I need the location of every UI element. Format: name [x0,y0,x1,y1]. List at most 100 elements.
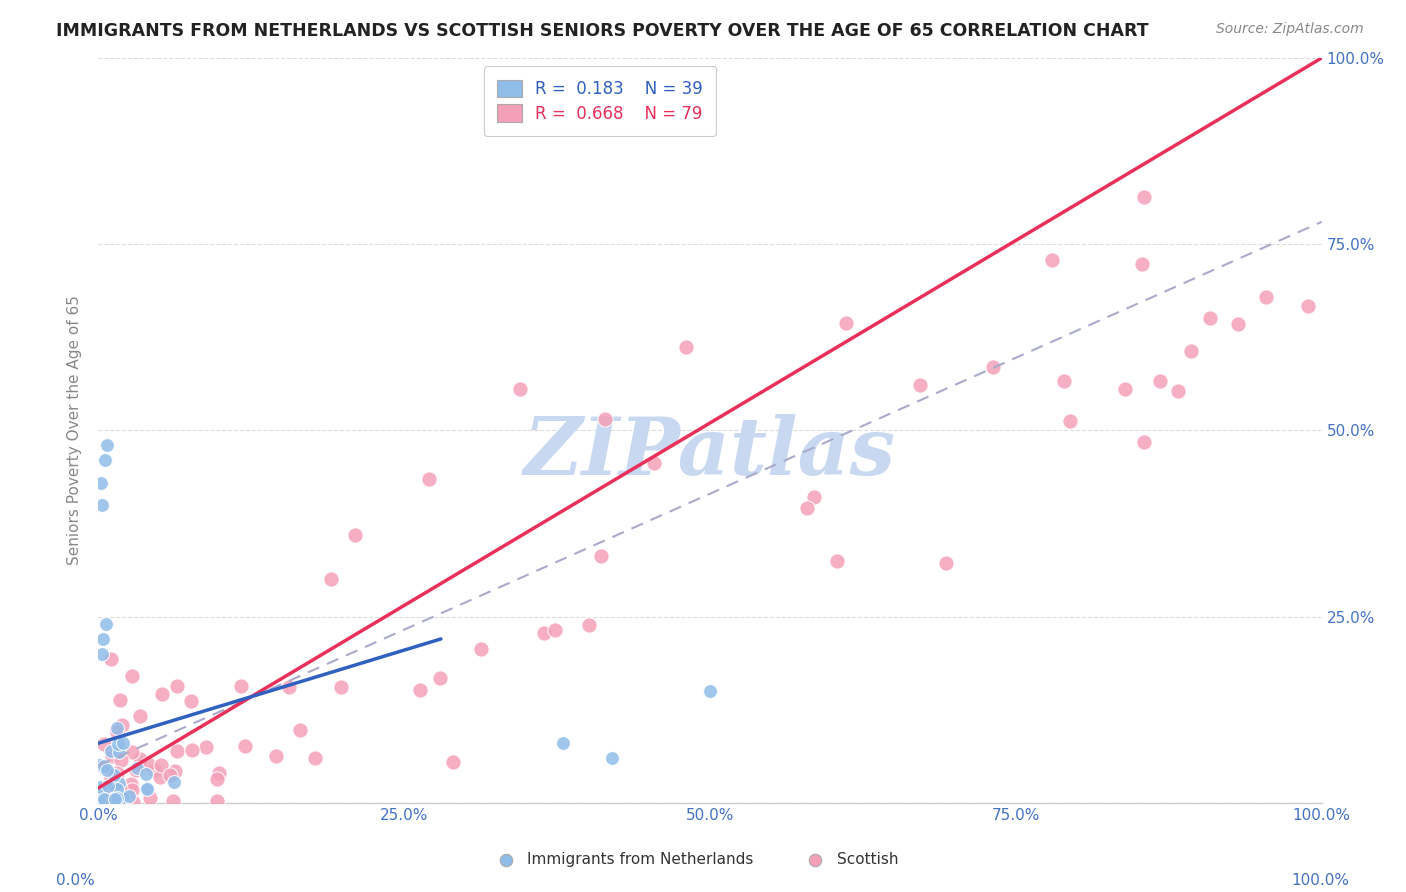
Point [139,791,162,805]
Point [136,781,159,796]
Point [87,757,110,772]
Point [107,746,129,760]
Point [101,748,124,763]
Point [544,623,567,637]
Point [91,498,114,512]
Point [278,680,301,694]
Point [1227,317,1250,331]
Point [90,475,112,490]
Point [105,766,128,780]
Point [429,671,451,685]
Text: IMMIGRANTS FROM NETHERLANDS VS SCOTTISH SENIORS POVERTY OVER THE AGE OF 65 CORRE: IMMIGRANTS FROM NETHERLANDS VS SCOTTISH … [56,22,1149,40]
Point [408,683,430,698]
Point [136,756,159,771]
Point [233,739,256,754]
Point [470,641,492,656]
Point [578,618,600,632]
Point [96,763,118,777]
Text: 100.0%: 100.0% [1292,873,1350,888]
Point [93,791,115,805]
Point [93,758,115,772]
Point [162,774,184,789]
Point [105,721,128,735]
Point [110,717,132,731]
Point [93,737,115,751]
Point [205,772,228,786]
Point [97,779,120,793]
Point [159,768,181,782]
Point [1167,384,1189,399]
Point [104,792,127,806]
Point [165,764,187,778]
Point [105,782,128,797]
Point [136,780,159,795]
Point [121,795,143,809]
Text: Scottish: Scottish [837,853,898,867]
Point [111,790,134,805]
Point [591,549,613,564]
Point [117,789,139,804]
Point [111,786,134,800]
Point [103,779,125,793]
Point [1114,382,1136,396]
Point [143,764,166,778]
Text: Immigrants from Netherlands: Immigrants from Netherlands [527,853,754,867]
Point [181,743,204,757]
Point [935,556,957,570]
Point [90,795,112,809]
Point [180,694,202,708]
Point [93,453,115,467]
Point [699,684,721,698]
Point [166,679,188,693]
Point [121,745,143,759]
Point [835,317,858,331]
Point [643,456,665,470]
Point [981,359,1004,374]
Point [91,632,114,646]
Point [495,853,517,867]
Point [1130,257,1153,271]
Point [114,796,136,810]
Point [127,761,149,775]
Point [149,758,172,772]
Point [1059,414,1081,428]
Point [97,791,120,805]
Point [803,490,825,504]
Point [208,765,231,780]
Y-axis label: Seniors Poverty Over the Age of 65: Seniors Poverty Over the Age of 65 [67,295,83,566]
Point [1256,290,1278,304]
Point [93,791,115,805]
Point [825,554,848,568]
Text: Source: ZipAtlas.com: Source: ZipAtlas.com [1216,22,1364,37]
Point [166,743,188,757]
Point [796,500,818,515]
Point [150,687,173,701]
Point [1199,311,1222,326]
Point [675,340,697,354]
Point [100,743,122,757]
Point [129,709,152,723]
Point [441,755,464,769]
Point [194,740,217,755]
Point [96,438,118,452]
Point [100,652,122,666]
Point [162,794,184,808]
Point [600,751,623,765]
Point [91,647,114,661]
Point [509,383,531,397]
Point [100,795,122,809]
Point [330,680,353,694]
Point [1132,190,1154,204]
Point [264,749,287,764]
Point [105,791,128,805]
Point [804,853,827,867]
Point [908,378,931,392]
Point [107,775,129,789]
Point [553,736,575,750]
Point [533,626,555,640]
Point [319,573,342,587]
Point [107,737,129,751]
Point [1040,253,1063,268]
Point [120,777,142,791]
Point [121,782,143,797]
